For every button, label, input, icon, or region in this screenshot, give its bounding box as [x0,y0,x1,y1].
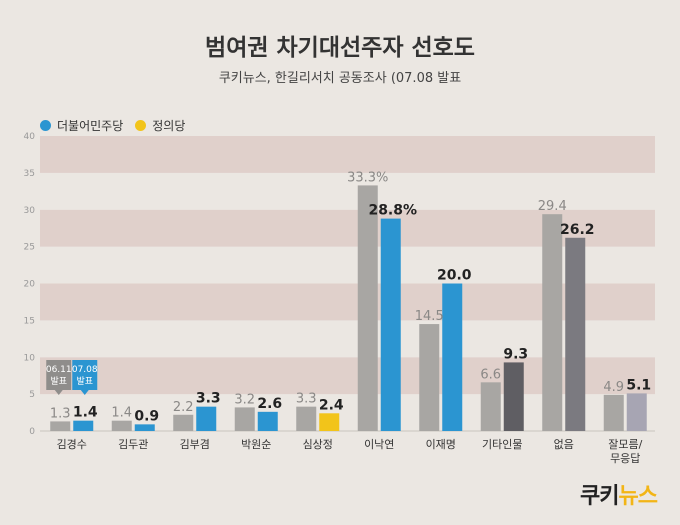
bar-jul [134,424,155,431]
category-label: 잘모름/ [608,438,642,451]
category-label: 김경수 [57,438,87,451]
category-label: 이낙연 [364,438,394,451]
legend-label-jeongui: 정의당 [152,119,186,133]
data-label-jun: 1.3 [50,406,71,421]
annotation-text: 발표 [76,376,93,387]
bar-jul [257,411,278,431]
y-tick-label: 25 [24,243,35,253]
y-tick-label: 20 [24,280,36,290]
data-label-jun: 1.4 [111,406,132,421]
data-label-jul: 2.6 [257,396,282,412]
legend-item-minju: 더불어민주당 [40,117,123,134]
category-label: 김두관 [118,438,148,451]
annotation-box [72,360,98,390]
category-label: 이재명 [426,438,456,451]
data-label-jul: 28.8% [368,203,417,219]
data-label-jul: 0.9 [134,408,159,424]
bar-jul [196,406,217,431]
logo-part2: 뉴스 [618,484,657,509]
data-label-jul: 20.0 [437,268,472,284]
grid-band [40,283,655,321]
y-tick-label: 30 [24,206,36,216]
y-tick-label: 10 [24,353,36,363]
bar-jun [542,214,563,431]
bar-jun [296,406,317,431]
data-label-jun: 3.3 [296,392,317,407]
data-label-jun: 4.9 [603,380,624,395]
data-label-jul: 2.4 [319,397,344,413]
category-label: 무응답 [610,452,640,465]
data-label-jun: 3.2 [234,392,255,407]
data-label-jun: 14.5 [415,309,444,324]
data-label-jul: 3.3 [196,391,221,407]
grid-band [40,394,655,431]
bar-jul [626,393,647,431]
bar-jul [319,413,340,431]
bar-jul [565,237,586,431]
bar-jun [603,394,624,431]
bar-jul [380,218,401,431]
annotation-text: 06.11 [46,365,72,375]
category-label: 심상정 [303,438,333,451]
annotation-pointer [54,390,63,395]
grid-band [40,136,655,173]
data-label-jul: 26.2 [560,222,595,238]
y-tick-label: 0 [29,427,35,437]
data-label-jun: 6.6 [480,367,501,382]
data-label-jul: 9.3 [503,346,528,362]
bar-jul [503,362,524,431]
bar-jul [73,420,94,431]
grid-band [40,320,655,358]
annotation-box [46,360,72,390]
bar-jun [357,185,378,431]
chart-subtitle: 쿠키뉴스, 한길리서치 공동조사 (07.08 발표 [218,71,462,86]
data-label-jun: 33.3% [347,170,388,185]
bar-jun [173,414,194,431]
bar-jun [50,421,71,431]
category-label: 없음 [554,438,574,451]
y-tick-label: 40 [24,132,36,142]
bar-jul [442,283,463,431]
data-label-jul: 1.4 [73,405,98,421]
category-label: 박원순 [241,438,271,451]
legend-dot-jeongui [135,120,147,131]
category-label: 김부겸 [180,438,210,451]
legend-dot-minju [40,120,51,131]
legend-label-minju: 더불어민주당 [57,119,124,133]
bar-jun [111,420,132,431]
grid-band [40,357,655,395]
grid-band [40,172,655,210]
annotation-text: 07.08 [72,365,98,375]
legend-item-jeongui: 정의당 [135,117,185,134]
y-tick-label: 5 [29,390,35,400]
cookie-news-logo: 쿠키뉴스 [580,478,658,510]
data-label-jun: 29.4 [538,199,567,214]
y-tick-label: 15 [24,316,35,326]
category-label: 기타인물 [482,438,522,451]
logo-part1: 쿠키 [580,484,619,509]
y-tick-label: 35 [24,169,35,179]
bar-jun [419,324,440,431]
data-label-jul: 5.1 [626,377,651,393]
chart-title: 범여권 차기대선주자 선호도 [205,35,475,61]
grid-band [40,246,655,284]
bar-jun [234,407,255,431]
annotation-text: 발표 [50,376,67,387]
bar-jun [480,382,501,431]
legend: 더불어민주당 정의당 [40,117,197,134]
data-label-jun: 2.2 [173,400,194,415]
annotation-pointer [80,390,89,395]
